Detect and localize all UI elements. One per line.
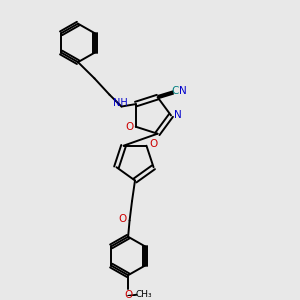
Text: O: O [149, 139, 157, 149]
Text: N: N [179, 86, 187, 97]
Text: O: O [124, 290, 132, 300]
Text: O: O [119, 214, 127, 224]
Text: O: O [125, 122, 133, 132]
Text: N: N [174, 110, 182, 120]
Text: C: C [171, 86, 178, 97]
Text: NH: NH [112, 98, 128, 108]
Text: CH₃: CH₃ [136, 290, 153, 299]
